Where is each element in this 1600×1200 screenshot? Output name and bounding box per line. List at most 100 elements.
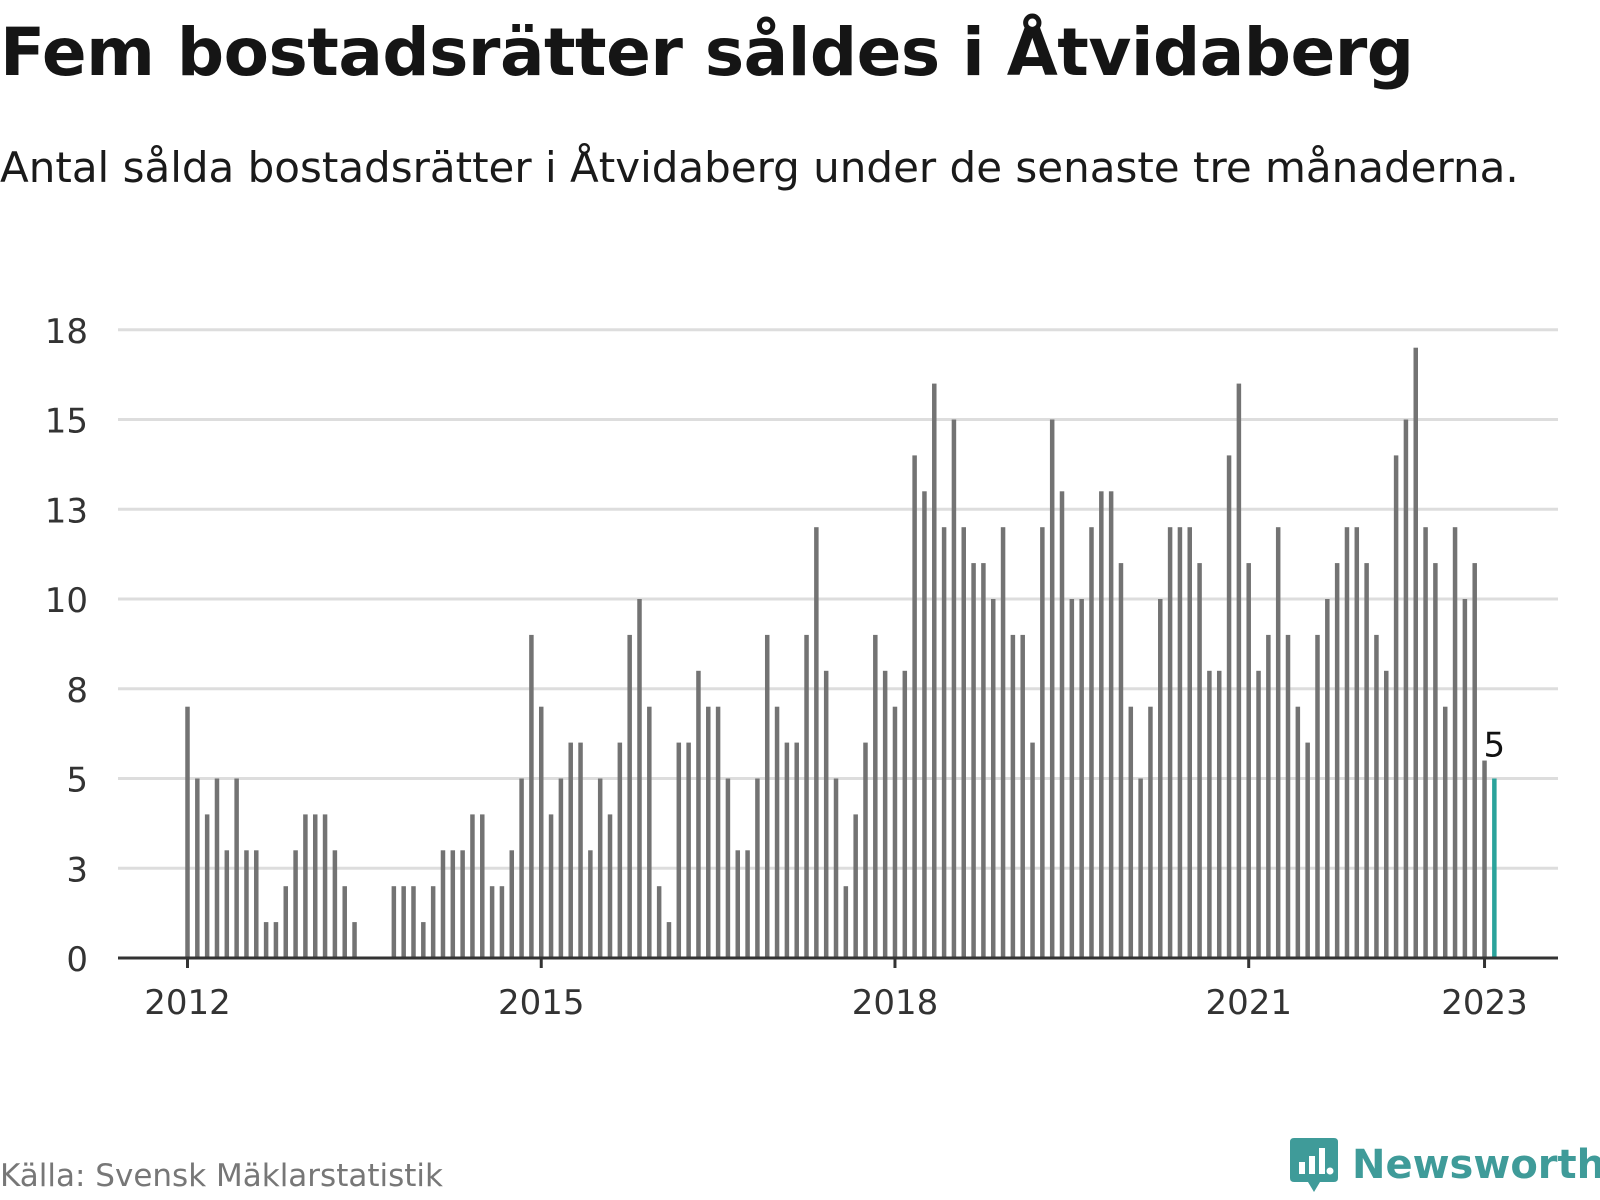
bar <box>833 778 839 958</box>
bar <box>578 742 583 958</box>
bar <box>509 850 515 958</box>
bar <box>764 634 770 958</box>
x-tick-label: 2023 <box>1441 983 1528 1020</box>
bar <box>1423 527 1428 958</box>
bar <box>1403 419 1409 958</box>
bar <box>627 634 632 958</box>
bar <box>932 383 937 959</box>
bar <box>1325 599 1330 958</box>
bar <box>1138 778 1143 958</box>
bar <box>303 814 308 958</box>
bar <box>902 670 908 958</box>
bar <box>843 886 849 958</box>
bar <box>391 886 397 958</box>
bar <box>529 634 534 958</box>
x-axis: 2012 2015 2018 2021 2023 <box>118 956 1558 1020</box>
bar <box>941 527 947 958</box>
y-axis-ticks: 0 3 5 8 10 13 15 18 <box>45 312 88 980</box>
x-tick-label: 2012 <box>144 983 231 1020</box>
bar <box>1177 527 1183 958</box>
bar <box>1226 455 1232 958</box>
bar <box>1246 563 1251 958</box>
bar <box>254 850 259 958</box>
bar <box>204 814 210 958</box>
bar <box>735 850 741 958</box>
bar <box>882 670 888 958</box>
bar <box>1442 706 1448 958</box>
bar <box>607 814 613 958</box>
bar <box>548 814 554 958</box>
bar <box>696 670 701 958</box>
bar <box>1285 634 1291 958</box>
bar <box>617 742 623 958</box>
bar <box>1187 527 1192 958</box>
gridlines <box>118 328 1558 870</box>
bar <box>951 419 957 958</box>
x-tick-label: 2021 <box>1205 983 1292 1020</box>
bar <box>214 778 220 958</box>
bar <box>1020 634 1025 958</box>
bar <box>234 778 239 958</box>
brand-logo: Newsworthy <box>1290 1138 1600 1192</box>
y-tick-label: 8 <box>66 671 88 711</box>
bar <box>430 886 436 958</box>
y-tick-label: 5 <box>66 761 88 801</box>
bar <box>224 850 230 958</box>
bar <box>725 778 731 958</box>
bar-chart: 0 3 5 8 10 13 15 18 2012 2015 2018 2021 2023 5 <box>45 312 1558 1020</box>
bar <box>666 922 672 958</box>
bar <box>1158 599 1163 958</box>
bar <box>312 814 318 958</box>
bar <box>1374 634 1379 958</box>
chart-title: Fem bostadsrätter såldes i Åtvidaberg <box>0 14 1414 91</box>
bar <box>1275 527 1281 958</box>
bar <box>715 706 721 958</box>
bar <box>1354 527 1360 958</box>
bar <box>1040 527 1045 958</box>
x-tick-label: 2018 <box>852 983 939 1020</box>
bar <box>421 922 426 958</box>
bar <box>971 563 976 958</box>
bar <box>637 599 642 958</box>
bar <box>470 814 475 958</box>
y-tick-label: 15 <box>45 402 88 442</box>
bar <box>1049 419 1055 958</box>
bar <box>1030 742 1035 958</box>
bar <box>990 599 996 958</box>
bar <box>322 814 328 958</box>
bar <box>352 922 357 958</box>
bar <box>273 922 279 958</box>
bar <box>922 491 927 958</box>
bar <box>480 814 485 958</box>
bar <box>244 850 249 958</box>
bar <box>1089 527 1094 958</box>
y-tick-label: 3 <box>66 850 88 890</box>
bar <box>1207 670 1212 958</box>
bar <box>1482 760 1487 958</box>
bar <box>774 706 780 958</box>
bar <box>1393 455 1399 958</box>
bar <box>293 850 298 958</box>
bar <box>195 778 200 958</box>
bar <box>853 814 858 958</box>
bar <box>283 886 289 958</box>
bar <box>1000 527 1006 958</box>
bar <box>450 850 456 958</box>
bar <box>597 778 603 958</box>
bar-highlight <box>1492 778 1497 958</box>
y-tick-label: 18 <box>45 312 88 352</box>
highlight-value-label: 5 <box>1484 726 1506 766</box>
bar <box>1364 563 1369 958</box>
bar <box>755 778 760 958</box>
data-labels: 5 <box>1484 726 1506 766</box>
bar <box>489 886 495 958</box>
y-tick-label: 10 <box>45 581 88 621</box>
bar <box>342 886 347 958</box>
bar <box>706 706 711 958</box>
bar <box>440 850 446 958</box>
bar <box>745 850 750 958</box>
bar <box>568 742 573 958</box>
bar <box>1236 383 1242 959</box>
bar <box>686 742 691 958</box>
bar <box>1305 742 1310 958</box>
